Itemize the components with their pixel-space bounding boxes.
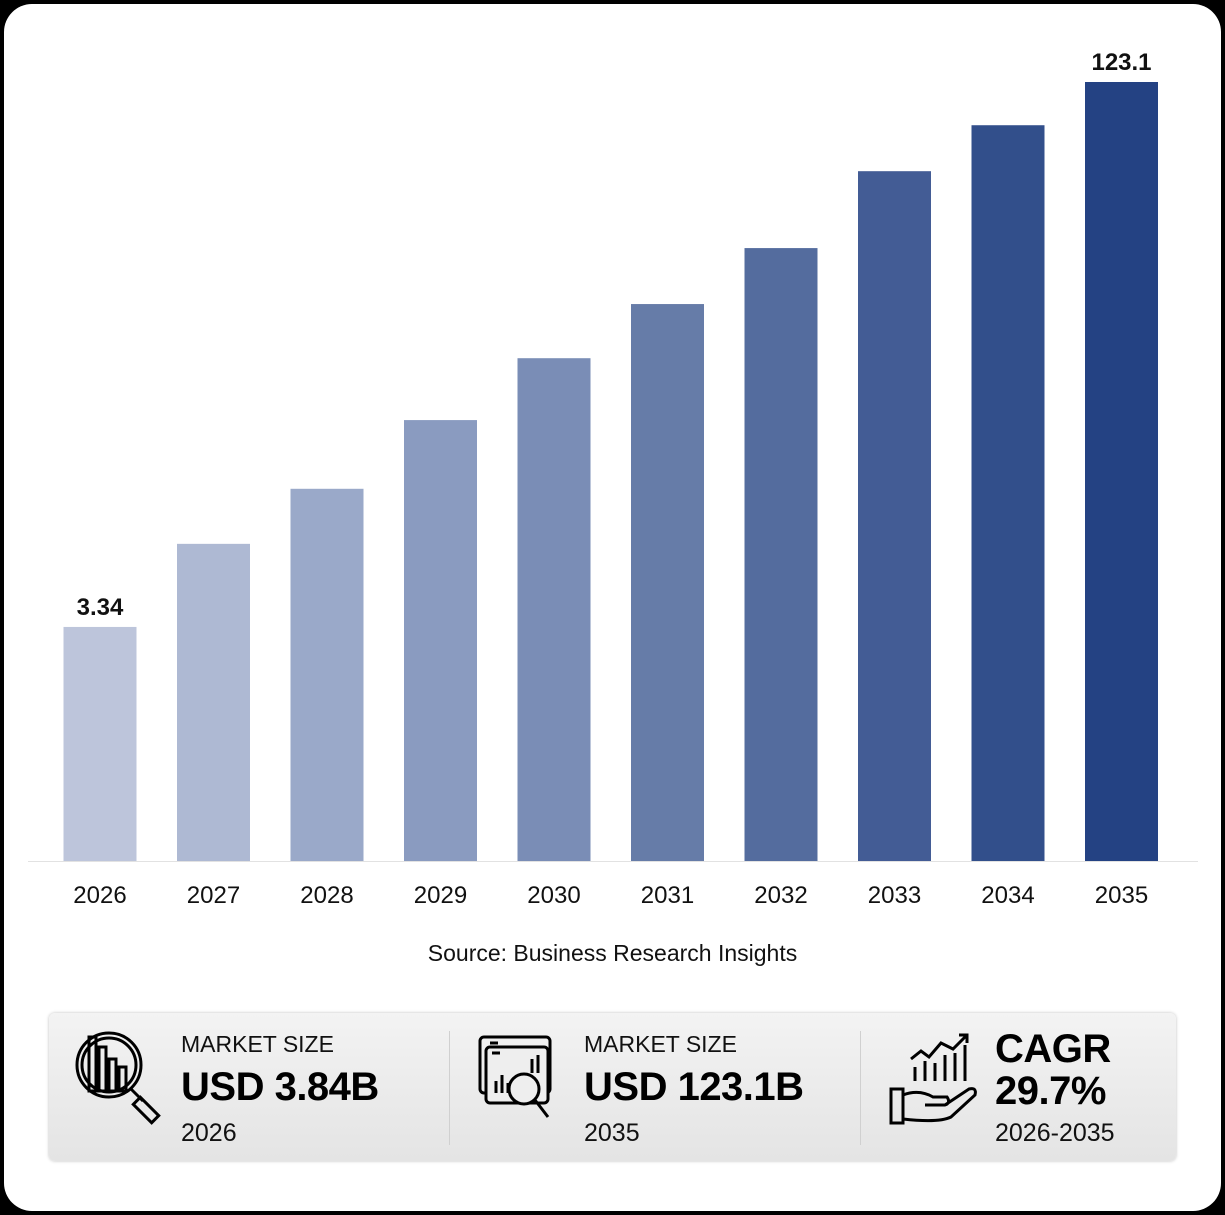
bar-2033 xyxy=(858,171,931,862)
x-tick-label: 2029 xyxy=(414,882,467,909)
stat-label: MARKET SIZE xyxy=(584,1031,737,1057)
bar-2032 xyxy=(744,248,818,862)
bar-2027 xyxy=(177,543,250,861)
x-tick-label: 2032 xyxy=(754,882,807,909)
stat-value: 29.7% xyxy=(995,1069,1106,1113)
x-tick-label: 2027 xyxy=(187,882,240,909)
x-tick-label: 2033 xyxy=(868,882,921,909)
dashboard-search-icon xyxy=(478,1035,552,1118)
stat-cagr: CAGR 29.7% 2026-2035 xyxy=(861,1013,1176,1161)
stat-year: 2035 xyxy=(584,1119,640,1147)
bar-2034 xyxy=(971,125,1045,861)
source-text: Source: Business Research Insights xyxy=(427,940,798,966)
bar-2026 xyxy=(63,626,137,861)
bar-2029 xyxy=(404,420,477,861)
stat-market-size-2035: MARKET SIZE USD 123.1B 2035 xyxy=(450,1013,860,1161)
magnifier-chart-icon xyxy=(75,1031,161,1125)
divider xyxy=(860,1031,861,1145)
stat-market-size-2026: MARKET SIZE USD 3.84B 2026 xyxy=(49,1013,449,1161)
x-tick-label: 2028 xyxy=(300,882,353,909)
stat-label: MARKET SIZE xyxy=(181,1031,334,1057)
bar-2030 xyxy=(517,358,591,861)
stats-panel: MARKET SIZE USD 3.84B 2026 MARKET SIZE U… xyxy=(49,1013,1176,1161)
stat-year: 2026-2035 xyxy=(995,1119,1115,1147)
bar-2028 xyxy=(290,488,364,861)
divider xyxy=(449,1031,450,1145)
data-label: 3.34 xyxy=(77,594,124,621)
stat-value: USD 123.1B xyxy=(584,1065,804,1109)
x-tick-label: 2034 xyxy=(981,882,1034,909)
bar-chart: 2026 3.34 2027 2028 2029 2030 2031 2032 2033 2034… xyxy=(28,49,1198,909)
bar-2031 xyxy=(631,304,704,861)
data-label: 123.1 xyxy=(1091,49,1151,76)
bar-2035 xyxy=(1085,82,1158,861)
x-tick-label: 2035 xyxy=(1095,882,1148,909)
stat-year: 2026 xyxy=(181,1119,237,1147)
hand-growth-chart-icon xyxy=(889,1033,977,1125)
stat-value: USD 3.84B xyxy=(181,1065,379,1109)
x-tick-label: 2026 xyxy=(73,882,126,909)
x-tick-label: 2030 xyxy=(527,882,580,909)
x-tick-label: 2031 xyxy=(641,882,694,909)
stat-label: CAGR xyxy=(995,1027,1111,1071)
